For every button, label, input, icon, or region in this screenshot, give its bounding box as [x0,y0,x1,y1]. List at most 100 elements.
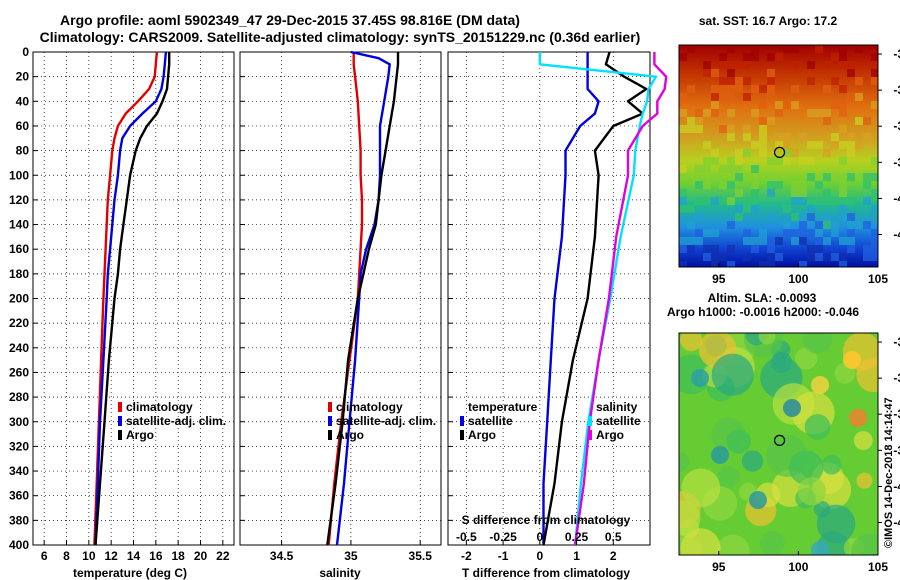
sst-cell [743,173,751,181]
sst-cell [751,181,759,189]
s-difference-tick-label: -0.25 [489,530,517,544]
temperature-series-climatology [93,51,159,546]
depth-tick-label: 200 [9,292,29,306]
sst-cell [735,61,743,69]
sst-cell [727,181,735,189]
sst-cell [735,213,743,221]
salinity-legend-swatch-argo [328,430,332,440]
sst-map-ticks: 95 100 105 -32 -34 -36 -38 -40 -42 [712,47,900,286]
sst-cell [767,189,775,197]
temperature-xtick-label: 16 [149,549,163,563]
sst-cell [847,173,855,181]
sst-cell [791,213,799,221]
sst-cell [791,181,799,189]
sst-cell [759,141,767,149]
sst-cell [791,85,799,93]
sst-cell [847,197,855,205]
sst-cell [799,189,807,197]
sst-cell [743,77,751,85]
sst-map: sat. SST: 16.7 Argo: 17.2 95 100 105 -32 -34… [678,14,900,286]
sst-cell [759,85,767,93]
sst-cell [679,237,687,245]
sst-cell [759,101,767,109]
sst-cell [839,173,847,181]
temperature-xtick-label: 12 [104,549,118,563]
sst-cell [703,109,711,117]
sst-cell [839,101,847,109]
temperature-legend: climatology satellite-adj. clim. Argo [118,400,226,442]
sst-cell [687,221,695,229]
sst-cell [847,221,855,229]
temperature-xtick-label: 8 [63,549,70,563]
sst-cell [791,197,799,205]
sst-cell [783,101,791,109]
sst-cell [751,165,759,173]
difference-xtick-label: -2 [461,549,472,563]
sst-cell [863,253,871,261]
sst-cell [775,109,783,117]
sla-blob [816,504,856,544]
title-line-2: Climatology: CARS2009. Satellite-adjuste… [40,29,641,45]
sst-cell [719,53,727,61]
sst-cell [687,45,695,53]
sst-cell [703,229,711,237]
sst-cell [703,141,711,149]
sst-cell [815,181,823,189]
sst-cell [759,117,767,125]
sla-blob [811,541,829,555]
sst-cell [791,237,799,245]
sst-cell [839,205,847,213]
sst-cell [703,157,711,165]
sst-cell [711,101,719,109]
sst-cell [775,253,783,261]
sst-cell [727,93,735,101]
sla-lon-label: 95 [712,560,726,574]
sst-cell [783,133,791,141]
sst-cell [695,229,703,237]
sst-cell [743,133,751,141]
difference-ticks: -2 -1 0 1 2 -0.5 -0.25 0 0.25 0.5 [448,51,622,563]
sst-cell [711,245,719,253]
imos-credit: ©IMOS 14-Dec-2018 14:14:47 [883,397,895,548]
sst-cell [735,77,743,85]
sst-cell [743,61,751,69]
sla-blob [679,451,690,473]
depth-tick-label: 220 [9,316,29,330]
sst-cell [815,197,823,205]
sst-cell [839,213,847,221]
sst-cell [863,197,871,205]
sst-lon-label: 100 [788,272,808,286]
sla-blob [680,333,703,352]
s-difference-axis-label: S difference from climatology [462,513,631,527]
sst-cell [839,141,847,149]
sst-cell [807,229,815,237]
sst-lat-label: -42 [893,228,900,242]
sst-cell [855,45,863,53]
legend-s-argo-swatch [588,430,592,440]
sst-cell [719,165,727,173]
sst-cell [759,173,767,181]
s-difference-tick-label: 0.25 [565,530,589,544]
sla-lon-label: 105 [868,560,888,574]
depth-tick-label: 40 [16,94,30,108]
temperature-xtick-label: 20 [194,549,208,563]
depth-tick-label: 280 [9,390,29,404]
sst-cell [679,165,687,173]
sla-lat-label: -32 [893,335,900,349]
depth-tick-label: 0 [22,45,29,59]
sst-cell [687,85,695,93]
sst-cell [719,77,727,85]
sst-cell [727,197,735,205]
sst-cell [863,133,871,141]
sst-cell [695,213,703,221]
sst-cell [831,141,839,149]
temperature-legend-climatology: climatology [126,400,193,414]
sst-cell [727,61,735,69]
sla-blob [759,530,785,555]
sst-cell [711,149,719,157]
sst-cell [719,197,727,205]
sst-map-frame [678,44,879,268]
sst-cell [727,245,735,253]
sst-cell [711,93,719,101]
sst-cell [679,197,687,205]
